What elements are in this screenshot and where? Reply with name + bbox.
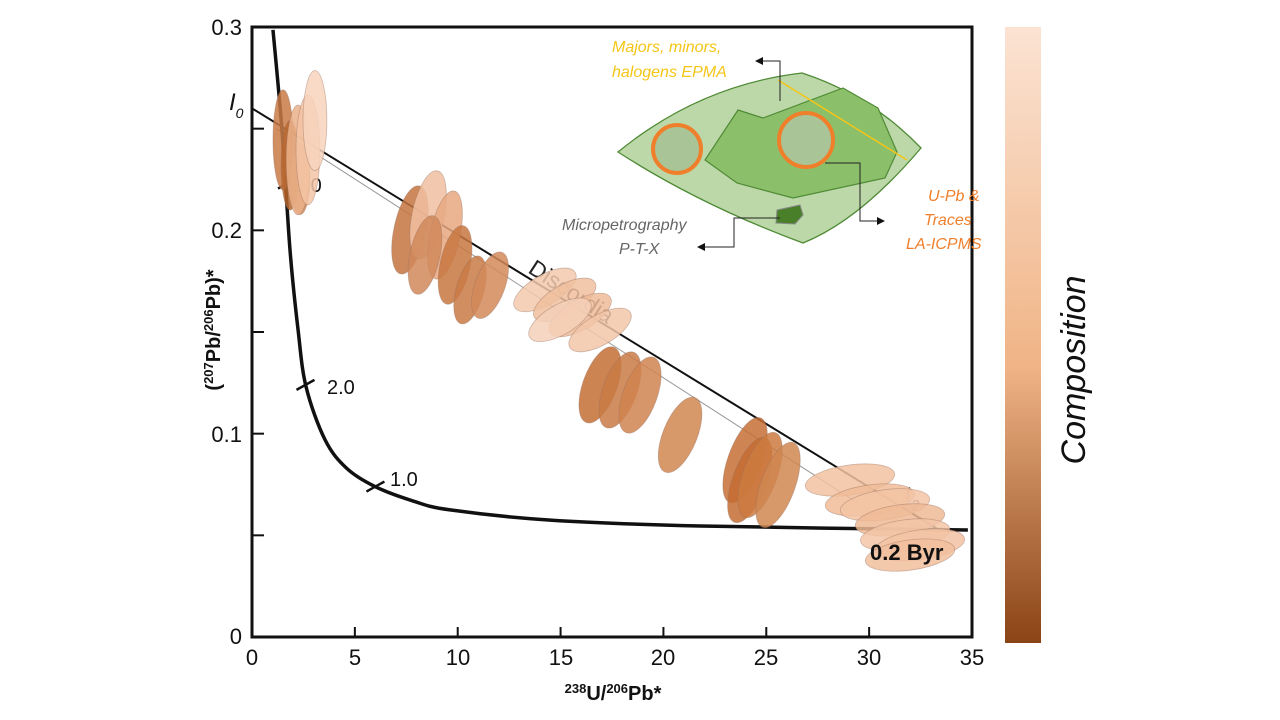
- petro-label-2: P-T-X: [619, 241, 661, 258]
- epma-label: Majors, minors,: [612, 39, 721, 56]
- y-tick-label: 0.3: [211, 15, 242, 40]
- concordia-curve: [271, 29, 968, 532]
- data-ellipse: [865, 538, 956, 572]
- data-ellipses: [272, 70, 966, 572]
- x-tick-labels: 0 5 10 15 20 25 30 35: [246, 645, 984, 670]
- data-ellipse: [755, 441, 801, 528]
- micropetrography-inclusion: [775, 204, 804, 225]
- data-ellipse: [471, 251, 509, 319]
- data-ellipse: [302, 70, 328, 171]
- age-label-2: 2.0: [327, 377, 355, 399]
- laser-spot-left: [651, 123, 703, 175]
- data-ellipse: [618, 356, 662, 434]
- x-tick-label: 20: [651, 645, 675, 670]
- data-ellipse: [568, 307, 632, 353]
- data-ellipse: [407, 215, 443, 295]
- x-tick-label: 5: [349, 645, 361, 670]
- x-tick-label: 25: [754, 645, 778, 670]
- age-label-0-2-byr: 0.2 Byr: [870, 540, 944, 565]
- epma-traverse-line: [777, 79, 908, 161]
- epma-label-2: halogens EPMA: [612, 64, 727, 81]
- laicpms-arrow: [825, 162, 885, 225]
- concordia-age-tick: [295, 378, 316, 391]
- axis-ticks: [251, 26, 973, 638]
- composition-colorbar: [1005, 27, 1041, 643]
- x-axis-title: 238U/206Pb*: [565, 681, 662, 706]
- x-tick-label: 15: [549, 645, 573, 670]
- x-tick-label: 30: [857, 645, 881, 670]
- data-ellipse: [657, 396, 703, 473]
- x-tick-label: 35: [960, 645, 984, 670]
- x-tick-label: 0: [246, 645, 258, 670]
- age-label-1: 1.0: [390, 469, 418, 491]
- concordia-age-ticks: [277, 177, 386, 493]
- inset-grain-diagram: [616, 57, 922, 251]
- petro-label: Micropetrography: [562, 217, 688, 234]
- y-axis-title: (207Pb/206Pb)*: [201, 269, 226, 390]
- y-tick-label: 0: [230, 624, 242, 649]
- i0-label: I0: [229, 89, 244, 121]
- petro-arrow: [697, 217, 780, 251]
- x-tick-label: 10: [446, 645, 470, 670]
- laicpms-label-3: LA-ICPMS: [906, 236, 982, 253]
- colorbar-label: Composition: [1055, 276, 1093, 465]
- laser-spot-right: [777, 111, 835, 169]
- laicpms-label: U-Pb &: [928, 188, 980, 205]
- y-tick-label: 0.2: [211, 218, 242, 243]
- laicpms-label-2: Traces: [924, 212, 972, 229]
- y-tick-label: 0.1: [211, 422, 242, 447]
- data-ellipse: [528, 297, 592, 343]
- y-tick-labels: 0 0.1 0.2 0.3: [211, 15, 242, 649]
- concordia-age-tick: [365, 480, 386, 493]
- epma-arrow: [755, 57, 781, 101]
